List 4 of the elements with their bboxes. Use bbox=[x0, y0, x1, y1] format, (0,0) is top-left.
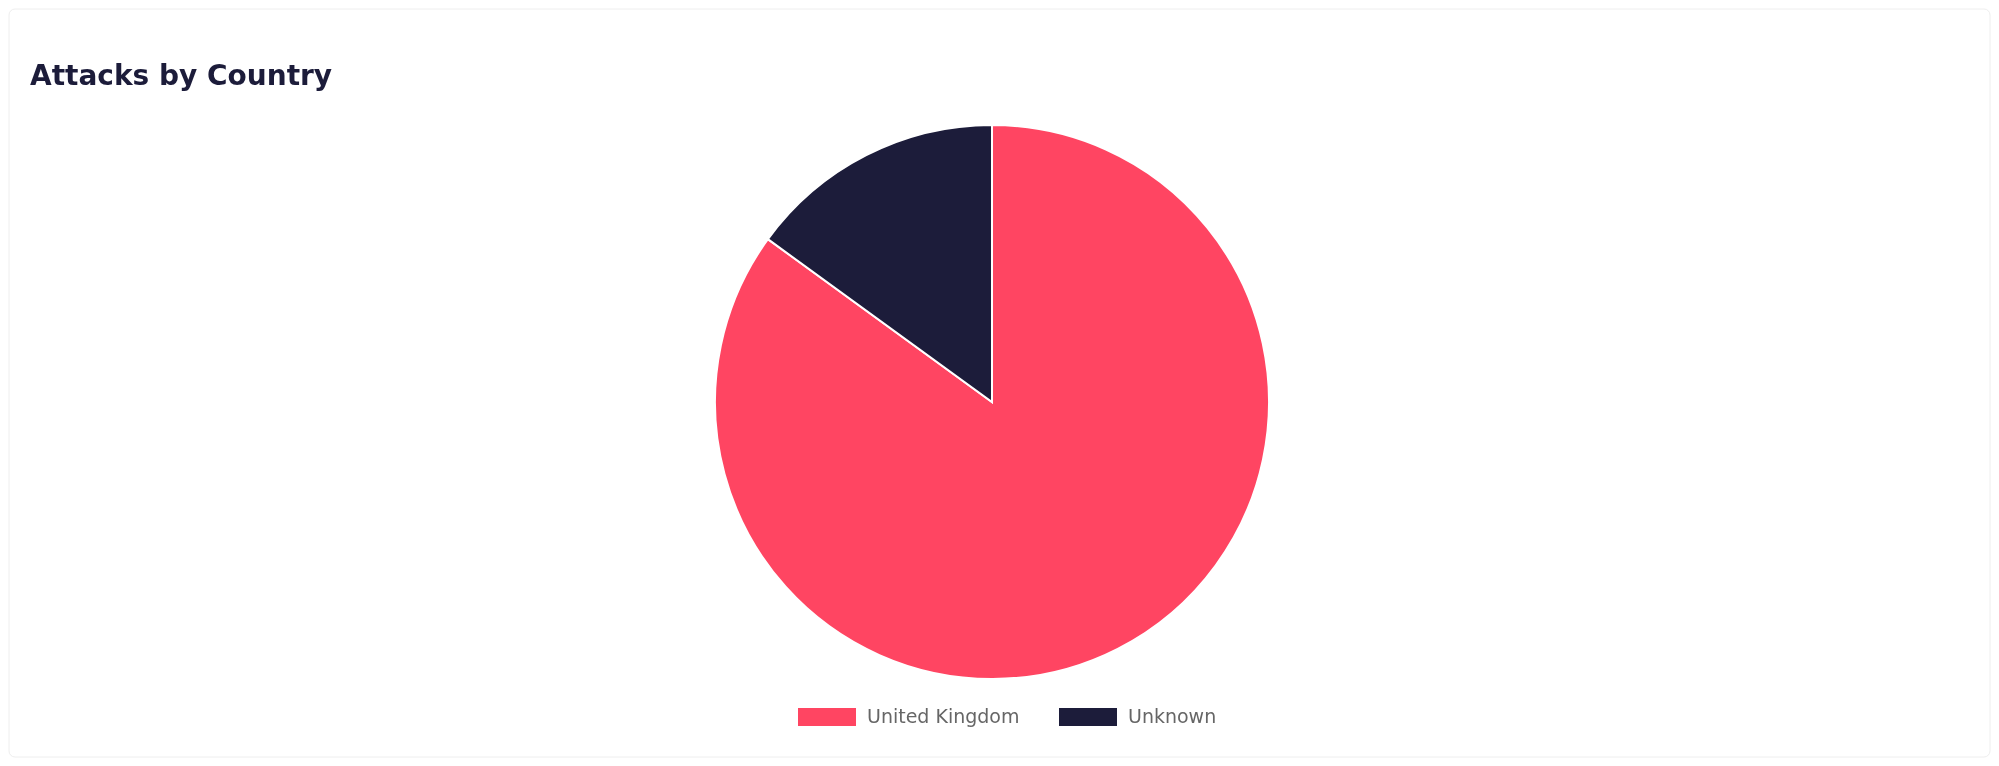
pie-slice bbox=[714, 124, 1270, 680]
legend-label: United Kingdom bbox=[867, 705, 1020, 727]
legend-label: Unknown bbox=[1128, 705, 1217, 727]
text: Attacks by Country bbox=[30, 59, 333, 92]
